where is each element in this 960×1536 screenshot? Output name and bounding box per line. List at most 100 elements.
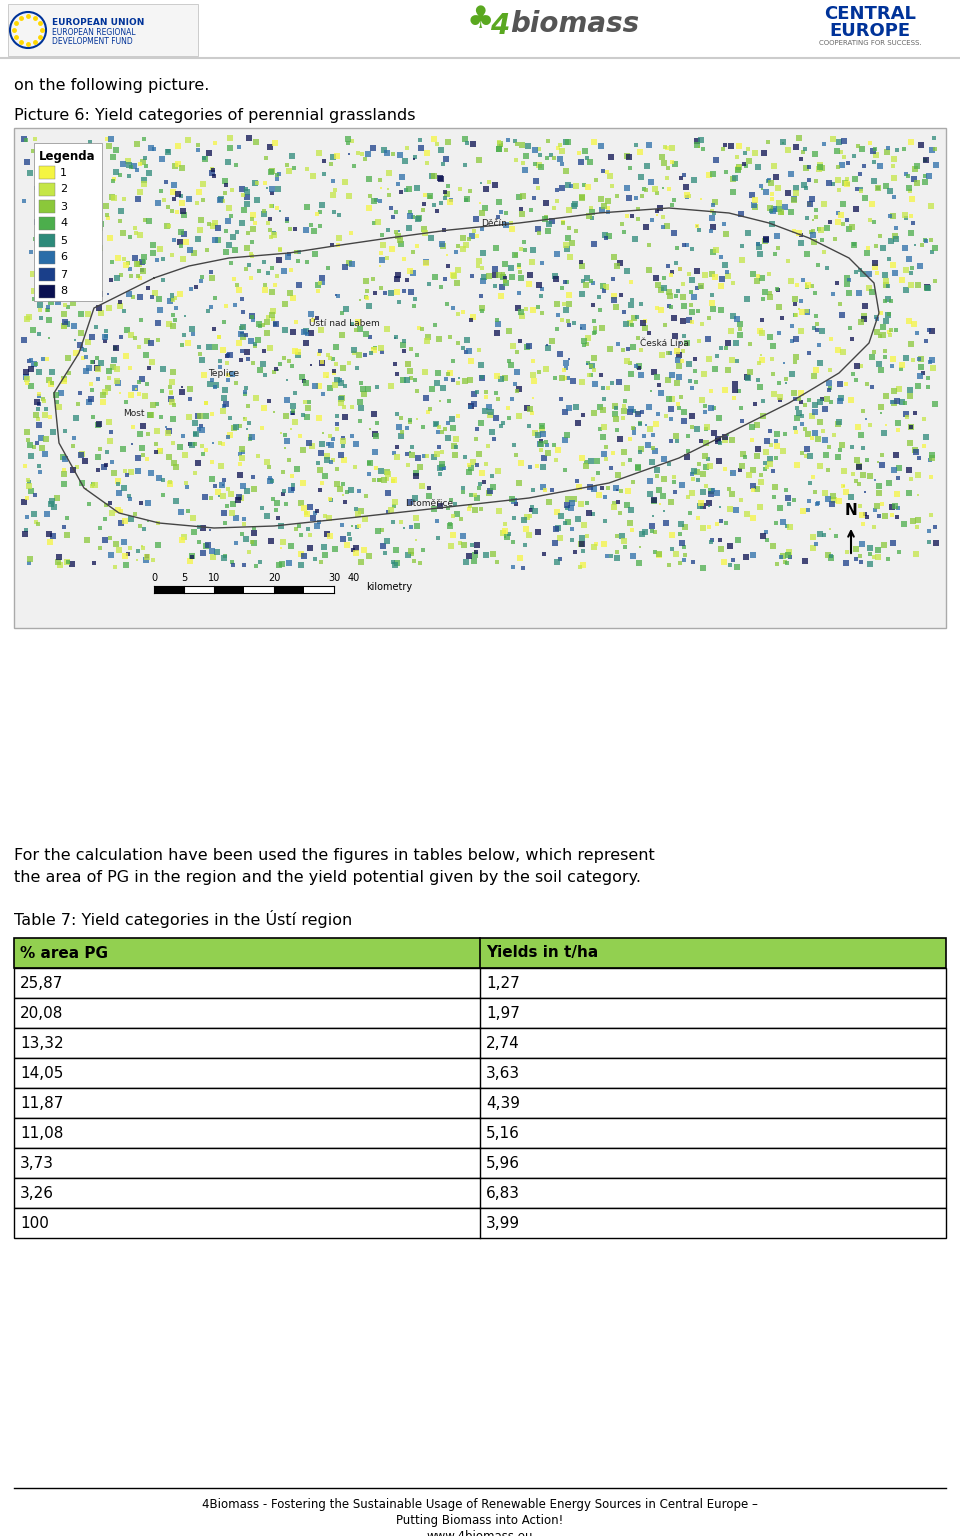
Text: EUROPEAN REGIONAL: EUROPEAN REGIONAL	[52, 28, 135, 37]
Point	[80, 330, 95, 355]
Point	[110, 468, 126, 493]
Point	[50, 390, 65, 415]
Point	[905, 349, 921, 373]
Point	[164, 370, 180, 395]
Point	[682, 263, 697, 287]
Point	[916, 407, 931, 432]
Point	[595, 273, 611, 298]
Point	[705, 292, 720, 316]
Point	[471, 249, 487, 273]
Point	[680, 233, 695, 258]
Point	[548, 516, 564, 541]
Point	[132, 266, 148, 290]
Point	[298, 217, 313, 241]
Point	[522, 263, 538, 287]
Point	[629, 186, 644, 210]
Point	[358, 284, 373, 309]
Point	[922, 530, 937, 554]
Point	[926, 126, 942, 151]
Point	[433, 190, 448, 215]
Point	[218, 378, 233, 402]
Point	[17, 522, 33, 547]
Point	[815, 227, 830, 252]
Point	[616, 398, 632, 422]
Point	[103, 226, 118, 250]
Point	[87, 204, 103, 229]
Point	[780, 485, 795, 510]
Point	[269, 195, 284, 220]
Point	[579, 524, 594, 548]
Point	[509, 492, 524, 516]
Point	[644, 170, 660, 195]
Point	[925, 356, 941, 381]
Point	[552, 525, 567, 550]
Point	[151, 327, 166, 352]
Point	[235, 315, 251, 339]
Point	[728, 330, 743, 355]
Point	[532, 143, 547, 167]
Point	[882, 204, 898, 229]
Point	[138, 343, 154, 367]
Point	[340, 131, 355, 155]
Point	[256, 200, 272, 224]
Point	[368, 424, 383, 449]
Point	[559, 356, 574, 381]
Point	[841, 217, 856, 241]
Point	[680, 183, 695, 207]
Point	[204, 450, 220, 475]
Point	[267, 312, 282, 336]
Point	[770, 422, 785, 447]
Point	[560, 496, 575, 521]
Point	[190, 132, 205, 157]
Point	[788, 180, 804, 204]
Point	[598, 226, 613, 250]
Point	[155, 484, 170, 508]
Point	[177, 203, 192, 227]
Point	[740, 366, 756, 390]
Point	[134, 367, 150, 392]
Point	[586, 467, 601, 492]
Point	[170, 134, 185, 158]
Point	[59, 244, 74, 269]
Point	[870, 319, 885, 344]
Point	[707, 201, 722, 226]
Point	[333, 369, 348, 393]
Point	[881, 470, 897, 495]
Point	[549, 178, 564, 203]
Point	[201, 140, 216, 164]
Point	[195, 187, 210, 212]
Point	[799, 444, 814, 468]
Point	[45, 359, 60, 384]
Point	[497, 252, 513, 276]
Point	[566, 194, 582, 218]
Point	[469, 533, 485, 558]
Point	[610, 545, 625, 570]
Point	[102, 366, 117, 390]
Point	[420, 444, 435, 468]
Point	[276, 530, 291, 554]
Point	[372, 467, 387, 492]
Point	[112, 293, 128, 318]
Point	[267, 399, 282, 424]
Point	[855, 261, 871, 286]
Point	[137, 384, 153, 409]
Point	[96, 455, 111, 479]
Point	[794, 381, 809, 406]
Point	[269, 264, 284, 289]
Point	[471, 147, 487, 172]
Point	[564, 490, 580, 515]
Point	[31, 207, 46, 232]
Point	[420, 329, 435, 353]
Point	[68, 341, 84, 366]
Point	[899, 258, 914, 283]
Point	[350, 502, 366, 527]
Point	[720, 330, 735, 355]
Point	[220, 362, 235, 387]
Point	[341, 143, 356, 167]
Point	[345, 395, 360, 419]
Point	[485, 542, 500, 567]
Point	[445, 369, 461, 393]
Point	[582, 362, 597, 387]
Point	[359, 484, 374, 508]
Point	[356, 382, 372, 407]
